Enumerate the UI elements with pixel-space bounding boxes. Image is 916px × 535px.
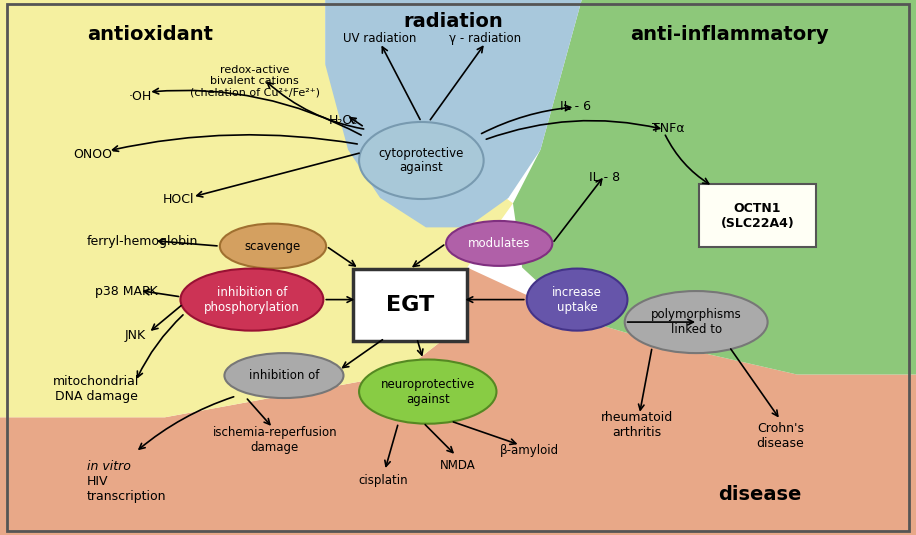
Text: β-amyloid: β-amyloid xyxy=(500,444,559,457)
Text: HOCl: HOCl xyxy=(163,193,194,205)
Text: IL - 8: IL - 8 xyxy=(589,171,620,184)
Text: H₂O₂: H₂O₂ xyxy=(329,114,358,127)
Text: cytoprotective
against: cytoprotective against xyxy=(378,147,464,174)
Text: neuroprotective
against: neuroprotective against xyxy=(381,378,474,406)
Text: NMDA: NMDA xyxy=(440,459,476,472)
Text: ischemia-reperfusion
damage: ischemia-reperfusion damage xyxy=(213,426,337,454)
Text: inhibition of
phosphorylation: inhibition of phosphorylation xyxy=(204,286,300,314)
Text: transcription: transcription xyxy=(87,490,167,503)
FancyBboxPatch shape xyxy=(353,269,467,341)
Text: inhibition of: inhibition of xyxy=(249,369,319,382)
Text: disease: disease xyxy=(718,485,802,505)
Text: UV radiation: UV radiation xyxy=(344,32,417,45)
Text: ONOO⁻: ONOO⁻ xyxy=(73,148,119,160)
Text: Crohn's
disease: Crohn's disease xyxy=(757,422,804,450)
Ellipse shape xyxy=(527,269,627,331)
Ellipse shape xyxy=(446,221,552,266)
Polygon shape xyxy=(325,0,582,227)
Text: redox-active
bivalent cations
(chelation of Cu²⁺/Fe²⁺): redox-active bivalent cations (chelation… xyxy=(190,65,320,98)
Polygon shape xyxy=(0,268,916,535)
Text: mitochondrial
DNA damage: mitochondrial DNA damage xyxy=(53,376,139,403)
Text: modulates: modulates xyxy=(468,237,530,250)
Text: IL - 6: IL - 6 xyxy=(560,101,591,113)
Text: rheumatoid
arthritis: rheumatoid arthritis xyxy=(601,411,672,439)
Text: ·OH: ·OH xyxy=(128,90,152,103)
Text: in vitro: in vitro xyxy=(87,460,131,473)
Text: anti-inflammatory: anti-inflammatory xyxy=(630,25,829,44)
Text: JNK: JNK xyxy=(125,329,147,342)
Text: ferryl-hemoglobin: ferryl-hemoglobin xyxy=(86,235,198,248)
Ellipse shape xyxy=(224,353,344,398)
Text: OCTN1
(SLC22A4): OCTN1 (SLC22A4) xyxy=(721,202,794,230)
Ellipse shape xyxy=(220,224,326,269)
Ellipse shape xyxy=(359,122,484,199)
Polygon shape xyxy=(0,0,513,417)
Ellipse shape xyxy=(625,291,768,353)
Text: increase
uptake: increase uptake xyxy=(552,286,602,314)
Text: radiation: radiation xyxy=(404,12,503,31)
Text: HIV: HIV xyxy=(87,475,108,488)
Ellipse shape xyxy=(359,360,496,424)
Text: antioxidant: antioxidant xyxy=(87,25,213,44)
Text: scavenge: scavenge xyxy=(245,240,301,253)
Text: EGT: EGT xyxy=(386,295,434,315)
Text: TNFα: TNFα xyxy=(652,122,685,135)
Text: p38 MAPK: p38 MAPK xyxy=(95,285,158,298)
Polygon shape xyxy=(513,0,916,374)
Ellipse shape xyxy=(180,269,323,331)
Text: cisplatin: cisplatin xyxy=(358,474,408,487)
Text: polymorphisms
linked to: polymorphisms linked to xyxy=(650,308,742,336)
FancyBboxPatch shape xyxy=(699,184,816,247)
Text: γ - radiation: γ - radiation xyxy=(450,32,521,45)
